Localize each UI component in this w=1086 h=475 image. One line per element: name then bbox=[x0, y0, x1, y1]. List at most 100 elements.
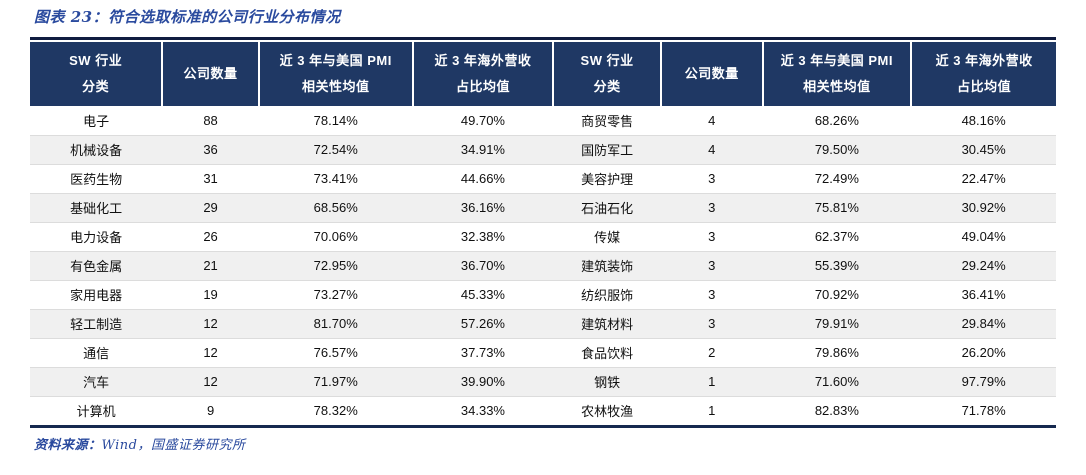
value-cell: 1 bbox=[708, 403, 716, 419]
value-cell: 3 bbox=[660, 251, 763, 281]
value-cell: 4 bbox=[660, 135, 763, 165]
value-cell: 36 bbox=[162, 135, 259, 165]
column-header: 近 3 年海外营收 占比均值 bbox=[910, 42, 1056, 106]
industry-distribution-table: SW 行业 分类 公司数量近 3 年与美国 PMI 相关性均值近 3 年海外营收 占比均… bbox=[30, 42, 1056, 425]
figure-23: 图表 23：符合选取标准的公司行业分布情况 SW 行业 分类 公司数量近 3 年与美… bbox=[30, 6, 1056, 453]
industry-cell: 钢铁 bbox=[553, 367, 661, 397]
value-cell: 72.95% bbox=[258, 251, 413, 281]
value-cell: 73.41% bbox=[258, 164, 413, 194]
value-cell: 19 bbox=[162, 280, 259, 310]
column-header: SW 行业 分类 bbox=[552, 42, 661, 106]
value-cell: 45.33% bbox=[412, 280, 554, 310]
industry-cell: 美容护理 bbox=[553, 164, 661, 194]
value-cell: 36.70% bbox=[412, 251, 554, 281]
value-cell: 26.20% bbox=[911, 338, 1056, 368]
value-cell: 39.90% bbox=[412, 367, 554, 397]
value-cell: 81.70% bbox=[258, 309, 413, 339]
value-cell: 21 bbox=[162, 251, 259, 281]
column-header: 近 3 年海外营收 占比均值 bbox=[411, 42, 554, 106]
value-cell: 88 bbox=[162, 106, 259, 136]
industry-cell: 传媒 bbox=[553, 222, 661, 252]
industry-cell: 医药生物 bbox=[30, 164, 163, 194]
value-cell: 78.32% bbox=[313, 403, 358, 419]
industry-cell: 电力设备 bbox=[30, 222, 163, 252]
table-head-row: SW 行业 分类 公司数量近 3 年与美国 PMI 相关性均值近 3 年海外营收 占比均… bbox=[30, 42, 1056, 106]
column-header: 公司数量 bbox=[161, 42, 259, 106]
value-cell: 12 bbox=[162, 367, 259, 397]
value-cell: 49.04% bbox=[911, 222, 1056, 252]
value-cell: 48.16% bbox=[911, 106, 1056, 136]
value-cell: 12 bbox=[162, 309, 259, 339]
source-label: 资料来源： bbox=[34, 438, 102, 453]
industry-cell: 有色金属 bbox=[30, 251, 163, 281]
table-container: SW 行业 分类 公司数量近 3 年与美国 PMI 相关性均值近 3 年海外营收 占比均… bbox=[30, 37, 1056, 428]
value-cell: 4 bbox=[660, 106, 763, 136]
industry-cell: 机械设备 bbox=[30, 135, 163, 165]
table-row: 通信 12 76.57% 37.73% 食品饮料 2 79.86% 26.20% bbox=[30, 338, 1056, 368]
value-cell: 3 bbox=[660, 164, 763, 194]
value-cell: 72.54% bbox=[258, 135, 413, 165]
value-cell: 70.06% bbox=[258, 222, 413, 252]
value-cell: 29.84% bbox=[911, 309, 1056, 339]
value-cell: 3 bbox=[660, 193, 763, 223]
value-cell: 3 bbox=[660, 222, 763, 252]
industry-cell: 建筑装饰 bbox=[553, 251, 661, 281]
value-cell: 79.50% bbox=[762, 135, 912, 165]
industry-cell: 纺织服饰 bbox=[553, 280, 661, 310]
value-cell: 79.91% bbox=[762, 309, 912, 339]
table-row: 有色金属 21 72.95% 36.70% 建筑装饰 3 55.39% 29.24% bbox=[30, 251, 1056, 281]
value-cell: 12 bbox=[162, 338, 259, 368]
table-row: 机械设备 36 72.54% 34.91% 国防军工 4 79.50% 30.45% bbox=[30, 135, 1056, 165]
value-cell: 36.41% bbox=[911, 280, 1056, 310]
value-cell: 62.37% bbox=[762, 222, 912, 252]
table-row: 医药生物 31 73.41% 44.66% 美容护理 3 72.49% 22.47% bbox=[30, 164, 1056, 194]
value-cell: 72.49% bbox=[762, 164, 912, 194]
value-cell: 78.14% bbox=[258, 106, 413, 136]
value-cell: 68.26% bbox=[762, 106, 912, 136]
table-row: 计算机 9 78.32% 34.33% 农林牧渔 1 82.83% 71.78% bbox=[30, 396, 1056, 425]
value-cell: 97.79% bbox=[911, 367, 1056, 397]
value-cell: 75.81% bbox=[762, 193, 912, 223]
value-cell: 3 bbox=[660, 309, 763, 339]
value-cell: 29.24% bbox=[911, 251, 1056, 281]
value-cell: 76.57% bbox=[258, 338, 413, 368]
industry-cell: 家用电器 bbox=[30, 280, 163, 310]
value-cell: 36.16% bbox=[412, 193, 554, 223]
value-cell: 71.97% bbox=[258, 367, 413, 397]
industry-cell: 轻工制造 bbox=[30, 309, 163, 339]
source-text: Wind，国盛证券研究所 bbox=[101, 438, 246, 453]
value-cell: 32.38% bbox=[412, 222, 554, 252]
value-cell: 73.27% bbox=[258, 280, 413, 310]
value-cell: 71.60% bbox=[762, 367, 912, 397]
column-header: 近 3 年与美国 PMI 相关性均值 bbox=[257, 42, 413, 106]
value-cell: 70.92% bbox=[762, 280, 912, 310]
value-cell: 3 bbox=[660, 280, 763, 310]
figure-title: 图表 23：符合选取标准的公司行业分布情况 bbox=[34, 8, 341, 26]
column-header: 公司数量 bbox=[659, 42, 763, 106]
value-cell: 30.45% bbox=[911, 135, 1056, 165]
table-row: 电子 88 78.14% 49.70% 商贸零售 4 68.26% 48.16% bbox=[30, 106, 1056, 136]
industry-cell: 农林牧渔 bbox=[581, 404, 634, 420]
value-cell: 9 bbox=[206, 403, 215, 419]
value-cell: 34.33% bbox=[460, 403, 505, 419]
column-header: 近 3 年与美国 PMI 相关性均值 bbox=[761, 42, 912, 106]
table-row: 汽车 12 71.97% 39.90% 钢铁 1 71.60% 97.79% bbox=[30, 367, 1056, 397]
value-cell: 30.92% bbox=[911, 193, 1056, 223]
value-cell: 2 bbox=[660, 338, 763, 368]
value-cell: 26 bbox=[162, 222, 259, 252]
industry-cell: 电子 bbox=[30, 106, 163, 136]
value-cell: 71.78% bbox=[961, 403, 1006, 419]
industry-cell: 国防军工 bbox=[553, 135, 661, 165]
value-cell: 31 bbox=[162, 164, 259, 194]
table-row: 轻工制造 12 81.70% 57.26% 建筑材料 3 79.91% 29.84% bbox=[30, 309, 1056, 339]
industry-cell: 建筑材料 bbox=[553, 309, 661, 339]
table-row: 基础化工 29 68.56% 36.16% 石油石化 3 75.81% 30.92% bbox=[30, 193, 1056, 223]
industry-cell: 基础化工 bbox=[30, 193, 163, 223]
table-row: 家用电器 19 73.27% 45.33% 纺织服饰 3 70.92% 36.41% bbox=[30, 280, 1056, 310]
value-cell: 44.66% bbox=[412, 164, 554, 194]
value-cell: 57.26% bbox=[412, 309, 554, 339]
table-body: 电子 88 78.14% 49.70% 商贸零售 4 68.26% 48.16% 机械设备 36 7… bbox=[30, 106, 1056, 425]
industry-cell: 计算机 bbox=[76, 404, 116, 420]
industry-cell: 食品饮料 bbox=[553, 338, 661, 368]
value-cell: 79.86% bbox=[762, 338, 912, 368]
